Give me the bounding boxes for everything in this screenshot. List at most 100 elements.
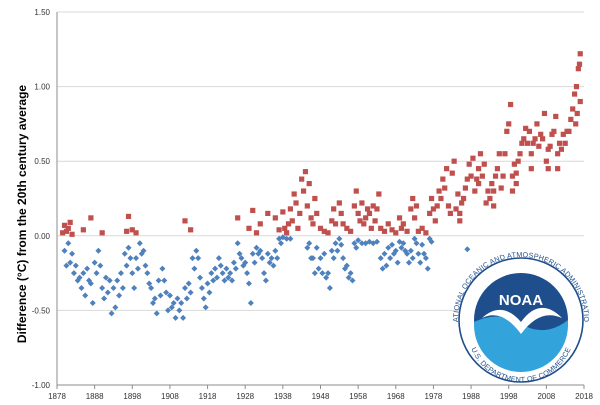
data-point-positive (348, 228, 354, 234)
data-point-positive (571, 91, 578, 97)
data-point-positive (553, 113, 559, 120)
data-point-positive (574, 110, 580, 117)
data-point-negative (187, 289, 194, 296)
data-point-positive (88, 215, 94, 221)
data-point-negative (198, 285, 205, 292)
data-point-negative (251, 259, 258, 266)
data-point-positive (519, 140, 525, 146)
data-point-negative (387, 255, 394, 262)
data-point-positive (440, 176, 446, 182)
data-point-negative (381, 250, 388, 257)
data-point-negative (415, 250, 422, 257)
data-point-negative (407, 247, 414, 254)
data-point-positive (376, 191, 382, 197)
data-point-negative (163, 289, 170, 296)
data-point-negative (334, 247, 341, 254)
data-point-negative (306, 240, 313, 247)
data-point-positive (575, 66, 581, 72)
data-point-positive (534, 121, 540, 127)
data-point-negative (144, 270, 151, 277)
data-point-positive (523, 125, 529, 131)
data-point-positive (378, 225, 384, 231)
data-point-negative (398, 244, 405, 251)
data-point-positive (472, 188, 478, 194)
x-tick-label: 1918 (199, 392, 217, 401)
series-negative (61, 234, 471, 321)
data-point-negative (317, 255, 324, 262)
data-point-negative (93, 270, 100, 277)
data-point-positive (364, 206, 371, 212)
data-point-positive (60, 230, 66, 236)
x-tick-label: 1968 (387, 392, 405, 401)
noaa-logo-text: NOAA (499, 292, 543, 309)
data-point-positive (304, 203, 310, 209)
data-point-negative (392, 247, 399, 254)
data-point-positive (287, 206, 293, 212)
y-tick-label: 1.00 (34, 83, 50, 92)
data-point-negative (379, 265, 386, 272)
data-point-negative (89, 299, 96, 306)
data-point-negative (283, 235, 290, 242)
data-point-negative (161, 277, 168, 284)
data-point-positive (427, 210, 433, 217)
data-point-positive (570, 106, 576, 112)
data-point-negative (91, 259, 98, 266)
data-point-negative (170, 299, 177, 306)
data-point-negative (419, 241, 426, 248)
data-point-negative (159, 265, 166, 272)
x-tick-label: 1998 (500, 392, 518, 401)
data-point-positive (500, 173, 506, 179)
data-point-positive (489, 180, 495, 187)
data-point-positive (265, 210, 271, 217)
x-tick-label: 2018 (575, 392, 593, 401)
data-point-negative (131, 285, 138, 292)
data-point-negative (112, 304, 119, 311)
data-point-negative (136, 240, 143, 247)
data-point-negative (153, 310, 160, 317)
data-point-negative (82, 292, 89, 299)
data-point-negative (174, 295, 181, 302)
data-point-negative (377, 255, 384, 262)
data-point-negative (264, 250, 271, 257)
data-point-positive (368, 225, 374, 231)
data-point-negative (227, 270, 234, 277)
data-point-positive (498, 185, 504, 191)
data-point-negative (61, 247, 68, 254)
data-point-negative (202, 304, 209, 311)
data-point-positive (300, 188, 307, 194)
data-point-negative (358, 240, 365, 247)
data-point-positive (250, 207, 256, 214)
data-point-negative (309, 255, 316, 262)
data-point-negative (99, 285, 106, 292)
data-point-positive (423, 230, 429, 236)
data-point-negative (140, 247, 147, 254)
data-point-negative (232, 265, 239, 272)
data-point-positive (451, 158, 457, 164)
data-point-negative (166, 292, 173, 299)
data-point-negative (245, 280, 252, 287)
data-point-positive (528, 151, 534, 157)
data-point-positive (412, 215, 418, 221)
x-tick-labels: 1878 1888 1898 1908 1918 1928 1938 1948 1958 1968… (48, 392, 593, 401)
data-point-positive (457, 210, 463, 217)
data-point-positive (99, 230, 105, 236)
data-point-negative (212, 265, 219, 272)
data-point-positive (299, 176, 305, 182)
data-point-negative (191, 265, 198, 272)
data-point-positive (444, 166, 450, 172)
data-point-negative (355, 237, 362, 244)
data-point-positive (541, 110, 548, 117)
data-point-positive (430, 206, 437, 212)
data-point-negative (213, 274, 220, 281)
data-point-positive (476, 166, 482, 172)
data-point-negative (72, 262, 79, 269)
data-point-negative (121, 250, 128, 257)
data-point-positive (532, 136, 538, 142)
data-point-negative (151, 295, 158, 302)
x-tick-label: 1928 (236, 392, 254, 401)
data-point-negative (277, 240, 284, 247)
data-point-negative (114, 277, 121, 284)
data-point-negative (70, 270, 77, 277)
x-tick-label: 1898 (123, 392, 141, 401)
data-point-positive (344, 225, 350, 231)
